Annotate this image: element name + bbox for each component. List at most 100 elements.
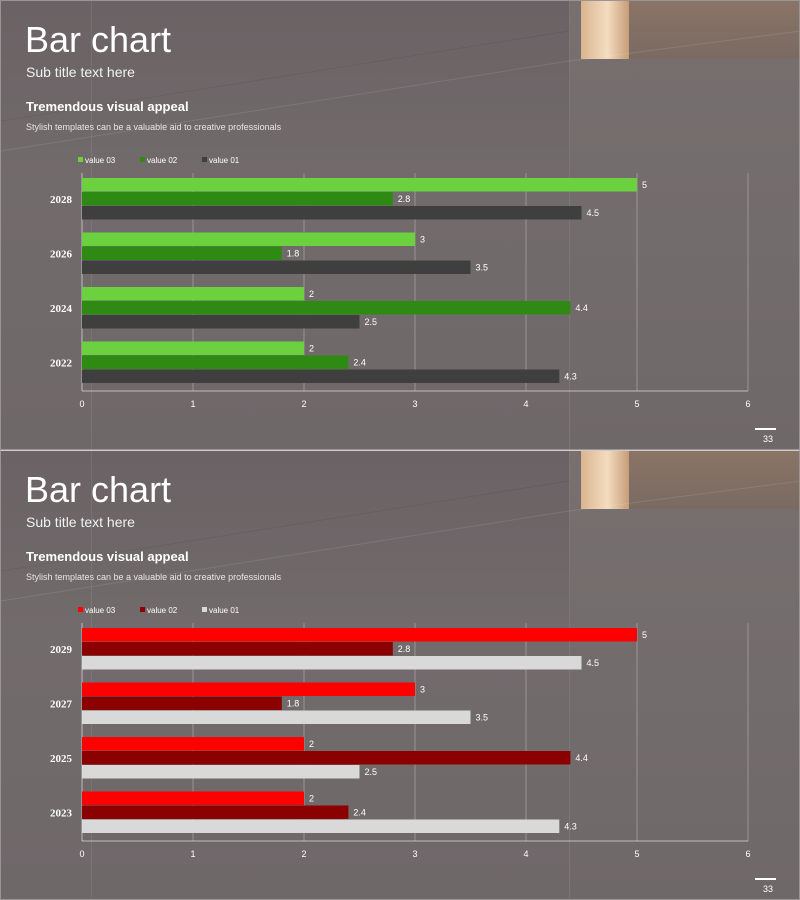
section-heading: Tremendous visual appeal [26, 549, 189, 564]
data-label-value-01-2024: 2.5 [365, 317, 378, 327]
x-tick-label-3: 3 [412, 849, 417, 859]
data-label-value-01-2022: 4.3 [564, 371, 577, 381]
slide-subtitle: Sub title text here [26, 64, 135, 80]
section-description: Stylish templates can be a valuable aid … [26, 572, 282, 582]
bar-value-03-2027 [82, 682, 415, 696]
x-tick-label-5: 5 [634, 849, 639, 859]
data-label-value-02-2027: 1.8 [287, 698, 300, 708]
legend-label-value-03: value 03 [85, 606, 116, 615]
bar-value-02-2024 [82, 301, 571, 315]
data-label-value-02-2024: 4.4 [575, 303, 588, 313]
legend-label-value-02: value 02 [147, 156, 178, 165]
bar-value-03-2026 [82, 232, 415, 246]
data-label-value-03-2025: 2 [309, 739, 314, 749]
slide-title: Bar chart [25, 19, 172, 60]
data-label-value-02-2029: 2.8 [398, 644, 411, 654]
background-wall [569, 1, 799, 449]
background-lines [1, 480, 799, 602]
x-tick-label-4: 4 [523, 399, 528, 409]
page-number: 33 [763, 434, 774, 444]
y-tick-label-2025: 2025 [50, 753, 73, 765]
page-number: 33 [763, 884, 774, 894]
legend-label-value-02: value 02 [147, 606, 178, 615]
bar-value-01-2024 [82, 315, 360, 329]
y-tick-label-2026: 2026 [50, 248, 73, 260]
bar-value-02-2025 [82, 751, 571, 765]
bar-value-02-2029 [82, 642, 393, 656]
legend-label-value-01: value 01 [209, 606, 240, 615]
section-heading: Tremendous visual appeal [26, 99, 189, 114]
data-label-value-03-2029: 5 [642, 630, 647, 640]
bar-value-01-2022 [82, 369, 560, 383]
page-marker [755, 428, 776, 430]
legend-swatch-value-01 [202, 607, 207, 612]
legend-item-value-03: value 03 [78, 606, 116, 615]
y-tick-label-2022: 2022 [50, 357, 73, 369]
bar-value-02-2023 [82, 805, 349, 819]
background-pillar [91, 1, 92, 449]
bar-value-03-2024 [82, 287, 304, 301]
data-label-value-03-2028: 5 [642, 180, 647, 190]
data-label-value-03-2026: 3 [420, 234, 425, 244]
data-label-value-01-2025: 2.5 [365, 767, 378, 777]
bar-value-03-2023 [82, 791, 304, 805]
data-label-value-02-2022: 2.4 [353, 357, 366, 367]
y-tick-label-2024: 2024 [50, 303, 73, 315]
bar-value-01-2027 [82, 710, 471, 724]
bar-value-01-2029 [82, 656, 582, 670]
bar-value-03-2029 [82, 628, 637, 642]
background-light [581, 451, 629, 509]
bar-value-02-2028 [82, 192, 393, 206]
bar-value-01-2028 [82, 206, 582, 220]
legend-item-value-01: value 01 [202, 156, 240, 165]
y-tick-label-2027: 2027 [50, 698, 73, 710]
bar-value-01-2025 [82, 765, 360, 779]
legend-label-value-03: value 03 [85, 156, 116, 165]
x-tick-label-1: 1 [190, 849, 195, 859]
bar-value-01-2023 [82, 819, 560, 833]
x-tick-label-6: 6 [745, 399, 750, 409]
data-label-value-01-2026: 3.5 [476, 262, 489, 272]
x-tick-label-2: 2 [301, 849, 306, 859]
bar-value-03-2028 [82, 178, 637, 192]
bar-value-02-2027 [82, 696, 282, 710]
x-tick-label-5: 5 [634, 399, 639, 409]
data-label-value-03-2024: 2 [309, 289, 314, 299]
legend-swatch-value-03 [78, 157, 83, 162]
bar-value-02-2026 [82, 246, 282, 260]
legend-swatch-value-03 [78, 607, 83, 612]
x-tick-label-1: 1 [190, 399, 195, 409]
x-tick-label-4: 4 [523, 849, 528, 859]
y-tick-label-2028: 2028 [50, 194, 73, 206]
bar-value-03-2025 [82, 737, 304, 751]
bar-chart: 0 1 2 3 4 5 6 value 03 value 02 value 01 2028 5 2.8 4… [50, 156, 751, 409]
legend-item-value-03: value 03 [78, 156, 116, 165]
legend-swatch-value-02 [140, 157, 145, 162]
bar-value-03-2022 [82, 341, 304, 355]
data-label-value-01-2029: 4.5 [587, 658, 600, 668]
data-label-value-03-2027: 3 [420, 684, 425, 694]
legend-label-value-01: value 01 [209, 156, 240, 165]
data-label-value-01-2027: 3.5 [476, 712, 489, 722]
legend-swatch-value-02 [140, 607, 145, 612]
background-lines [1, 30, 799, 152]
data-label-value-03-2023: 2 [309, 793, 314, 803]
data-label-value-02-2026: 1.8 [287, 248, 300, 258]
x-tick-label-6: 6 [745, 849, 750, 859]
y-tick-label-2029: 2029 [50, 644, 73, 656]
legend-item-value-02: value 02 [140, 156, 178, 165]
background-pillar [91, 451, 92, 899]
data-label-value-02-2023: 2.4 [353, 807, 366, 817]
background-light [581, 1, 629, 59]
bar-value-02-2022 [82, 355, 349, 369]
background-ceiling-shadow [629, 451, 799, 509]
x-tick-label-2: 2 [301, 399, 306, 409]
page-marker [755, 878, 776, 880]
data-label-value-01-2028: 4.5 [587, 208, 600, 218]
background-wall [569, 451, 799, 899]
x-tick-label-0: 0 [79, 849, 84, 859]
legend-item-value-01: value 01 [202, 606, 240, 615]
legend-item-value-02: value 02 [140, 606, 178, 615]
data-label-value-02-2028: 2.8 [398, 194, 411, 204]
y-tick-label-2023: 2023 [50, 807, 73, 819]
